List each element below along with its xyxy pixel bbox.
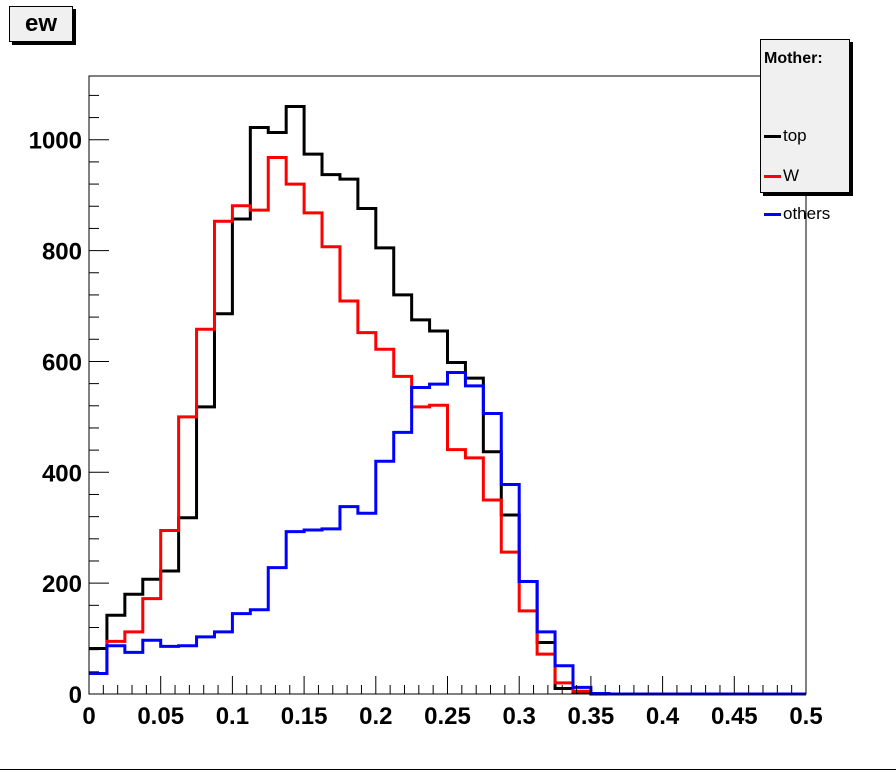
x-tick-label: 0.05 (137, 703, 184, 730)
legend-header: Mother: (764, 50, 823, 67)
y-tick-label: 400 (42, 460, 82, 487)
y-tick-label: 1000 (29, 128, 82, 155)
legend-label-w: W (783, 166, 800, 185)
x-tick-label: 0.1 (216, 703, 249, 730)
x-tick-label: 0.4 (646, 703, 680, 730)
y-tick-label: 600 (42, 349, 82, 376)
legend-swatch-others (764, 212, 781, 216)
legend-label-others: others (783, 204, 831, 223)
y-tick-label: 200 (42, 571, 82, 598)
x-tick-label: 0.2 (359, 703, 392, 730)
x-tick-label: 0.15 (281, 703, 328, 730)
y-tick-label: 0 (69, 682, 82, 709)
legend-entry-top: top (764, 126, 807, 146)
x-tick-label: 0 (82, 703, 95, 730)
histogram-title-box: ew (9, 6, 73, 42)
x-tick-label: 0.3 (503, 703, 536, 730)
x-tick-label: 0.45 (711, 703, 758, 730)
tick-label-layer: 0 0.05 0.1 0.15 0.2 0.25 0.3 0.35 0.4 0.45 0.5 0 200… (29, 128, 823, 730)
bottom-divider (0, 769, 896, 770)
axis-layer (88, 76, 807, 695)
legend-swatch-top (764, 134, 781, 138)
legend-swatch-w (764, 174, 781, 178)
x-tick-label: 0.25 (424, 703, 471, 730)
legend-entry-others: others (764, 204, 830, 224)
legend-label-top: top (783, 126, 807, 145)
legend-entry-w: W (764, 166, 799, 186)
legend: Mother: top W others (760, 39, 850, 223)
x-tick-label: 0.5 (789, 703, 822, 730)
histogram-title: ew (24, 10, 57, 37)
y-tick-label: 800 (42, 239, 82, 266)
x-tick-label: 0.35 (568, 703, 615, 730)
